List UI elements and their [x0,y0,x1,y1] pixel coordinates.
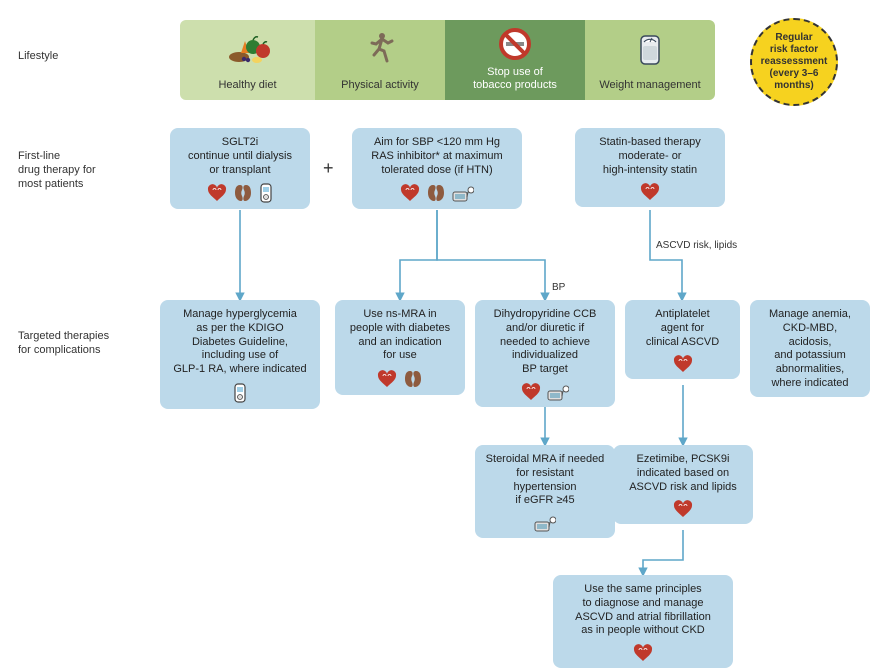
node-ascvd_principles: Use the same principlesto diagnose and m… [553,575,733,668]
reassessment-badge-text: Regularrisk factorreassessment(every 3–6… [761,32,828,92]
node-statin-icons [585,183,715,201]
heart-icon [207,184,227,202]
node-ascvd_principles-icons [563,644,723,662]
edge-label-statin-antiplatelet: ASCVD risk, lipids [656,240,737,251]
bp-icon [547,383,569,401]
edge-ras-ccb [437,210,545,300]
node-hyper-icons [170,383,310,403]
node-steroidal: Steroidal MRA if neededfor resistant hyp… [475,445,615,538]
node-ras-icons [362,183,512,203]
node-sglt2i-icons [180,183,300,203]
lifestyle-stop-label: Stop use oftobacco products [473,66,557,92]
node-antiplatelet-icons [635,355,730,373]
lifestyle-stop: Stop use oftobacco products [445,20,585,100]
row-label-targeted: Targeted therapiesfor complications [18,330,148,358]
edge-ezetimibe-ascvd_principles [643,530,683,575]
node-hyper: Manage hyperglycemiaas per the KDIGODiab… [160,300,320,409]
lifestyle-strip: Healthy diet Physical activity Stop use … [180,20,715,100]
lifestyle-physical-icon [365,31,395,69]
heart-icon [377,370,397,388]
heart-icon [673,355,693,373]
lifestyle-diet-icon [225,33,271,67]
kidney-icon [403,369,423,389]
node-ccb-icons [485,383,605,401]
node-sglt2i-text: SGLT2icontinue until dialysisor transpla… [180,136,300,177]
lifestyle-diet: Healthy diet [180,20,315,100]
node-ezetimibe-text: Ezetimibe, PCSK9iindicated based onASCVD… [623,453,743,494]
lifestyle-physical: Physical activity [315,20,445,100]
node-nsmra-icons [345,369,455,389]
node-ccb: Dihydropyridine CCBand/or diuretic ifnee… [475,300,615,407]
node-nsmra: Use ns-MRA inpeople with diabetesand an … [335,300,465,395]
lifestyle-physical-label: Physical activity [341,79,419,92]
node-antiplatelet: Antiplateletagent forclinical ASCVD [625,300,740,379]
kidney-icon [426,183,446,203]
node-statin: Statin-based therapymoderate- orhigh-int… [575,128,725,207]
heart-icon [640,183,660,201]
heart-icon [673,500,693,518]
node-steroidal-icons [485,514,605,532]
node-anemia: Manage anemia,CKD-MBD, acidosis,and pota… [750,300,870,397]
edge-statin-antiplatelet [650,210,682,300]
kidney-icon [233,183,253,203]
lifestyle-weight-icon [635,32,665,68]
node-anemia-text: Manage anemia,CKD-MBD, acidosis,and pota… [760,308,860,391]
row-label-lifestyle: Lifestyle [18,50,148,64]
reassessment-badge: Regularrisk factorreassessment(every 3–6… [750,18,838,106]
node-ezetimibe-icons [623,500,743,518]
node-statin-text: Statin-based therapymoderate- orhigh-int… [585,136,715,177]
node-steroidal-text: Steroidal MRA if neededfor resistant hyp… [485,453,605,508]
diagram-stage: Lifestyle First-linedrug therapy formost… [0,0,875,671]
lifestyle-diet-label: Healthy diet [218,79,276,92]
lifestyle-weight-label: Weight management [599,79,700,92]
node-hyper-text: Manage hyperglycemiaas per the KDIGODiab… [170,308,310,377]
glucose-icon [233,383,247,403]
node-ascvd_principles-text: Use the same principlesto diagnose and m… [563,583,723,638]
heart-icon [633,644,653,662]
heart-icon [521,383,541,401]
node-antiplatelet-text: Antiplateletagent forclinical ASCVD [635,308,730,349]
node-nsmra-text: Use ns-MRA inpeople with diabetesand an … [345,308,455,363]
node-ras-text: Aim for SBP <120 mm HgRAS inhibitor* at … [362,136,512,177]
node-ccb-text: Dihydropyridine CCBand/or diuretic ifnee… [485,308,605,377]
edge-ras-nsmra [400,210,437,300]
row-label-firstline: First-linedrug therapy formost patients [18,150,148,191]
node-sglt2i: SGLT2icontinue until dialysisor transpla… [170,128,310,209]
heart-icon [400,184,420,202]
node-ezetimibe: Ezetimibe, PCSK9iindicated based onASCVD… [613,445,753,524]
glucose-icon [259,183,273,203]
lifestyle-weight: Weight management [585,20,715,100]
node-ras: Aim for SBP <120 mm HgRAS inhibitor* at … [352,128,522,209]
lifestyle-stop-icon [497,26,533,62]
edge-label-ras-ccb: BP [552,282,565,293]
plus-sign: + [323,158,334,179]
bp-icon [452,184,474,202]
bp-icon [534,514,556,532]
